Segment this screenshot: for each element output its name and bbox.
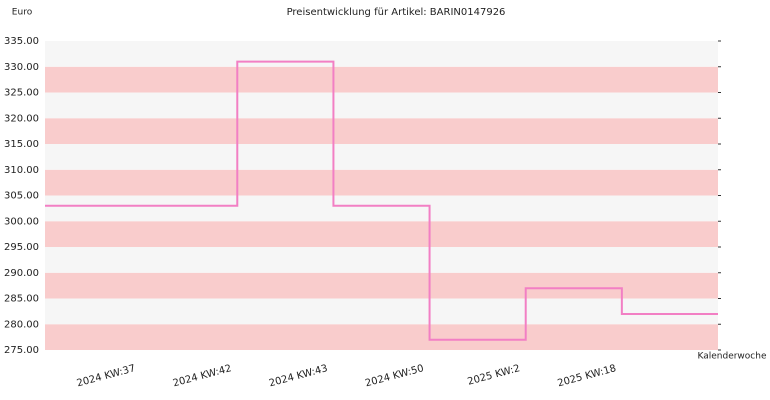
y-tick-label: 320.00: [4, 113, 39, 124]
y-tick-label: 300.00: [4, 216, 39, 227]
x-tick-label: 2025 KW:18: [556, 363, 617, 389]
y-tick-label: 295.00: [4, 242, 39, 253]
background-band: [45, 92, 718, 119]
x-tick-label: 2024 KW:43: [268, 363, 329, 389]
y-tick-label: 315.00: [4, 139, 39, 150]
y-tick-label: 335.00: [4, 36, 39, 47]
price-line: [45, 60, 718, 341]
background-band: [45, 144, 718, 170]
y-tick-label: 285.00: [4, 294, 39, 305]
y-tick-label: 305.00: [4, 191, 39, 202]
background-band: [45, 169, 718, 196]
y-tick-label: 330.00: [4, 62, 39, 73]
y-tick-label: 325.00: [4, 88, 39, 99]
x-tick-label: 2024 KW:50: [364, 363, 425, 389]
background-band: [45, 221, 718, 247]
background-band: [45, 298, 718, 325]
background-band: [45, 324, 718, 350]
y-tick-label: 310.00: [4, 165, 39, 176]
background-band: [45, 272, 718, 299]
background-band: [45, 118, 718, 144]
background-band: [45, 195, 718, 222]
x-tick-label: 2024 KW:42: [172, 363, 233, 389]
chart-title: Preisentwicklung für Artikel: BARIN01479…: [287, 7, 506, 18]
x-tick-label: 2024 KW:37: [76, 363, 137, 389]
x-axis-label: Kalenderwoche: [697, 352, 766, 362]
background-band: [45, 247, 718, 273]
background-band: [45, 66, 718, 93]
y-tick-label: 275.00: [4, 345, 39, 356]
y-tick-label: 290.00: [4, 268, 39, 279]
y-axis-label: Euro: [12, 8, 33, 18]
y-tick-label: 280.00: [4, 319, 39, 330]
background-band: [45, 41, 718, 67]
x-tick-label: 2025 KW:2: [466, 363, 521, 388]
